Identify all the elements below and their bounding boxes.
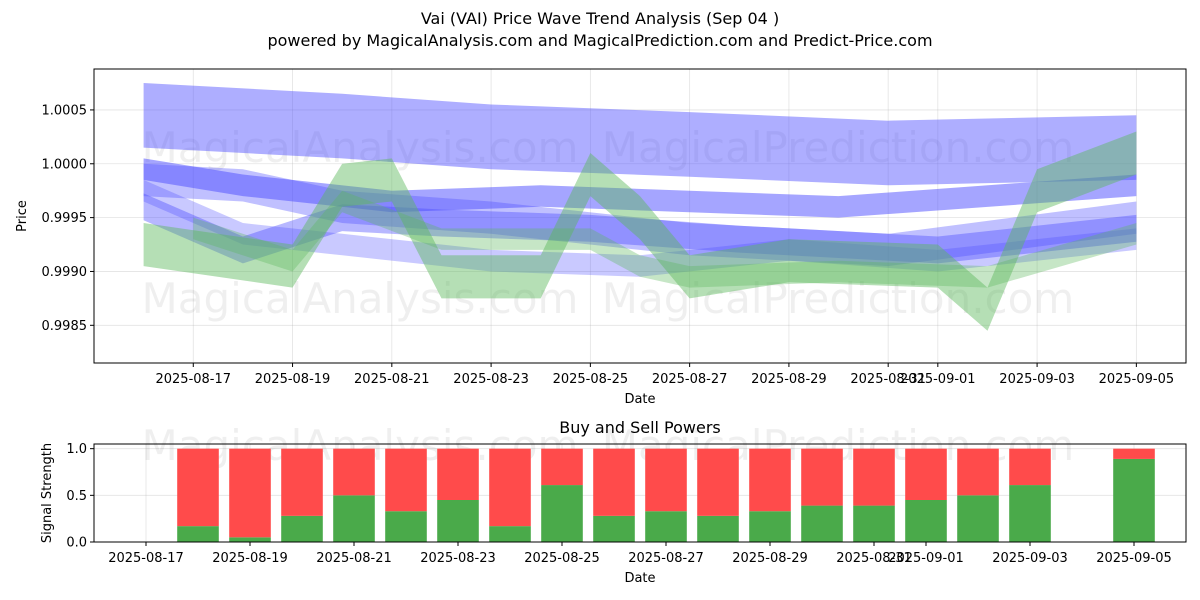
watermark: MagicalAnalysis.com bbox=[142, 274, 579, 323]
x-tick-label: 2025-08-25 bbox=[553, 372, 629, 387]
x-tick-label: 2025-09-05 bbox=[1099, 372, 1175, 387]
buy-power-bar bbox=[697, 515, 739, 542]
buy-power-bar bbox=[645, 511, 687, 542]
x-tick-label: 2025-08-31 bbox=[850, 372, 926, 387]
buy-power-bar bbox=[229, 537, 271, 542]
buy-power-bar bbox=[489, 526, 531, 542]
x-tick-label: 2025-09-01 bbox=[900, 372, 976, 387]
buy-power-bar bbox=[541, 485, 583, 542]
wave-band bbox=[143, 163, 1137, 267]
x-tick-label: 2025-08-17 bbox=[108, 551, 184, 566]
sell-power-bar bbox=[801, 448, 843, 506]
buy-power-bar bbox=[177, 526, 219, 542]
y-tick-label: 0.0 bbox=[66, 536, 87, 551]
buy-power-bar bbox=[281, 515, 323, 542]
watermark: MagicalPrediction.com bbox=[602, 123, 1075, 172]
x-tick-label: 2025-09-01 bbox=[888, 551, 964, 566]
x-tick-label: 2025-09-03 bbox=[992, 551, 1068, 566]
sell-power-bar bbox=[593, 448, 635, 516]
wave-band bbox=[143, 131, 1137, 331]
y-tick-label: 0.9990 bbox=[42, 265, 88, 280]
chart-subtitle: powered by MagicalAnalysis.com and Magic… bbox=[267, 31, 933, 50]
sell-power-bar bbox=[437, 448, 479, 500]
x-tick-label: 2025-08-21 bbox=[316, 551, 392, 566]
x-tick-label: 2025-08-21 bbox=[354, 372, 430, 387]
buy-power-bar bbox=[853, 505, 895, 542]
y-axis-label: Signal Strength bbox=[40, 443, 55, 543]
y-tick-label: 0.5 bbox=[66, 489, 87, 504]
x-tick-label: 2025-08-25 bbox=[524, 551, 600, 566]
watermark: MagicalPrediction.com bbox=[602, 274, 1075, 323]
x-tick-label: 2025-08-19 bbox=[255, 372, 331, 387]
x-tick-label: 2025-08-17 bbox=[155, 372, 231, 387]
x-tick-label: 2025-08-19 bbox=[212, 551, 288, 566]
sell-power-bar bbox=[1009, 448, 1051, 486]
buy-power-bar bbox=[1009, 485, 1051, 542]
plot-frame bbox=[93, 443, 1187, 543]
x-tick-label: 2025-09-05 bbox=[1096, 551, 1172, 566]
sell-power-bar bbox=[385, 448, 427, 512]
sell-power-bar bbox=[177, 448, 219, 527]
sell-power-bar bbox=[333, 448, 375, 496]
x-tick-label: 2025-09-03 bbox=[999, 372, 1075, 387]
buy-power-bar bbox=[905, 500, 947, 542]
y-tick-label: 0.9995 bbox=[42, 211, 88, 226]
sell-power-bar bbox=[905, 448, 947, 500]
buy-power-bar bbox=[801, 505, 843, 542]
y-tick-label: 0.9985 bbox=[42, 319, 88, 334]
watermark: MagicalAnalysis.com bbox=[142, 123, 579, 172]
buy-power-bar bbox=[749, 511, 791, 542]
y-tick-label: 1.0000 bbox=[42, 157, 88, 172]
buy-power-bar bbox=[333, 495, 375, 542]
chart-title: Vai (VAI) Price Wave Trend Analysis (Sep… bbox=[420, 9, 780, 28]
y-tick-label: 1.0005 bbox=[42, 103, 88, 118]
sell-power-bar bbox=[697, 448, 739, 516]
x-axis-label: Date bbox=[624, 571, 655, 586]
wave-band bbox=[143, 158, 1137, 218]
x-tick-label: 2025-08-23 bbox=[453, 372, 529, 387]
y-tick-label: 1.0 bbox=[66, 442, 87, 457]
buy-power-bar bbox=[437, 500, 479, 542]
sell-power-bar bbox=[541, 448, 583, 486]
plot-frame bbox=[93, 68, 1187, 364]
buy-power-bar bbox=[385, 511, 427, 542]
x-axis-label: Date bbox=[624, 392, 655, 407]
y-axis-label: Price bbox=[15, 200, 30, 232]
wave-band bbox=[143, 83, 1137, 186]
wave-band bbox=[193, 190, 1137, 288]
x-tick-label: 2025-08-27 bbox=[652, 372, 728, 387]
sell-power-bar bbox=[645, 448, 687, 512]
x-tick-label: 2025-08-27 bbox=[628, 551, 704, 566]
wave-band bbox=[143, 179, 1137, 277]
sell-power-bar bbox=[853, 448, 895, 506]
sell-power-bar bbox=[749, 448, 791, 512]
buy-power-bar bbox=[593, 515, 635, 542]
bar-chart-title: Buy and Sell Powers bbox=[559, 418, 721, 437]
sell-power-bar bbox=[489, 448, 531, 527]
x-tick-label: 2025-08-29 bbox=[751, 372, 827, 387]
sell-power-bar bbox=[281, 448, 323, 516]
wave-band bbox=[143, 193, 1137, 264]
wave-bands bbox=[143, 83, 1137, 331]
x-tick-label: 2025-08-29 bbox=[732, 551, 808, 566]
x-tick-label: 2025-08-23 bbox=[420, 551, 496, 566]
buy-power-bar bbox=[1113, 458, 1155, 542]
sell-power-bar bbox=[229, 448, 271, 538]
buy-power-bar bbox=[957, 495, 999, 542]
sell-power-bar bbox=[957, 448, 999, 496]
sell-power-bar bbox=[1113, 448, 1155, 459]
x-tick-label: 2025-08-31 bbox=[836, 551, 912, 566]
